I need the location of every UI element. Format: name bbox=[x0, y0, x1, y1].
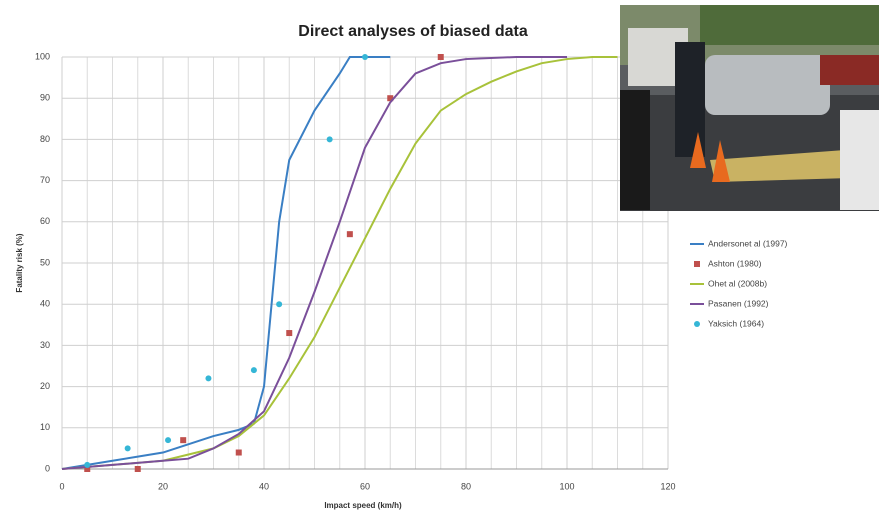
point bbox=[326, 136, 333, 143]
legend-label: Yaksich (1964) bbox=[708, 318, 764, 328]
y-tick-label: 40 bbox=[40, 299, 50, 309]
chart-title: Direct analyses of biased data bbox=[298, 23, 528, 40]
x-tick-label: 100 bbox=[559, 481, 574, 491]
point bbox=[124, 445, 131, 452]
y-tick-label: 0 bbox=[45, 463, 50, 473]
point bbox=[437, 54, 444, 60]
y-axis-title: Fatality risk (%) bbox=[15, 233, 24, 292]
y-tick-label: 100 bbox=[35, 51, 50, 61]
y-tick-label: 30 bbox=[40, 340, 50, 350]
point bbox=[84, 466, 91, 472]
point bbox=[346, 231, 353, 238]
y-tick-label: 10 bbox=[40, 422, 50, 432]
x-tick-label: 0 bbox=[59, 481, 64, 491]
legend-label: Pasanen (1992) bbox=[708, 298, 769, 308]
x-tick-label: 120 bbox=[660, 481, 675, 491]
x-tick-label: 40 bbox=[259, 481, 269, 491]
y-tick-label: 70 bbox=[40, 175, 50, 185]
point bbox=[286, 330, 293, 337]
series-line bbox=[61, 56, 567, 470]
photo bbox=[620, 5, 879, 211]
point bbox=[134, 466, 141, 472]
point bbox=[180, 437, 187, 444]
y-tick-label: 60 bbox=[40, 216, 50, 226]
point bbox=[165, 437, 172, 444]
point bbox=[387, 95, 394, 102]
point bbox=[235, 449, 242, 456]
point bbox=[250, 367, 257, 374]
point bbox=[362, 54, 368, 60]
y-tick-label: 90 bbox=[40, 93, 50, 103]
legend-label: Andersonet al (1997) bbox=[708, 238, 788, 248]
legend-swatch bbox=[694, 321, 700, 327]
legend-label: Ohet al (2008b) bbox=[708, 278, 767, 288]
x-tick-label: 20 bbox=[158, 481, 168, 491]
y-tick-label: 20 bbox=[40, 381, 50, 391]
x-axis-title: Impact speed (km/h) bbox=[324, 501, 402, 510]
point bbox=[205, 375, 212, 382]
x-tick-label: 60 bbox=[360, 481, 370, 491]
legend-label: Ashton (1980) bbox=[708, 258, 762, 268]
y-tick-label: 80 bbox=[40, 134, 50, 144]
point bbox=[276, 301, 283, 308]
y-tick-label: 50 bbox=[40, 257, 50, 267]
x-tick-label: 80 bbox=[461, 481, 471, 491]
point bbox=[84, 461, 91, 468]
legend-swatch bbox=[694, 261, 700, 267]
